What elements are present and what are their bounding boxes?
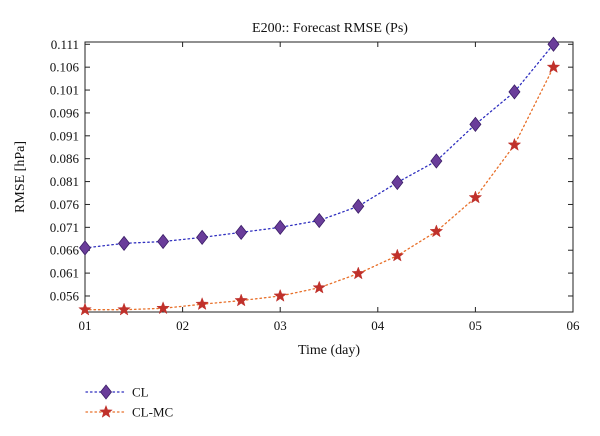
series-1-point bbox=[273, 288, 288, 302]
series-0-point bbox=[352, 198, 365, 214]
series-1-point bbox=[468, 190, 483, 204]
y-tick-label: 0.091 bbox=[50, 128, 79, 143]
y-axis-ticks: 0.056 0.061 0.066 0.071 0.076 0.081 0.086 0.091… bbox=[50, 37, 573, 303]
series-0-point bbox=[391, 174, 404, 191]
series-0-point bbox=[157, 233, 170, 250]
x-tick-label: 01 bbox=[79, 318, 92, 333]
y-tick-label: 0.101 bbox=[50, 83, 79, 98]
plot-frame bbox=[84, 41, 574, 313]
series-1-point bbox=[390, 248, 405, 262]
y-tick-label: 0.086 bbox=[50, 151, 80, 166]
series-1-point bbox=[117, 302, 131, 316]
legend-marker-0 bbox=[99, 384, 113, 400]
series-0-point bbox=[313, 212, 326, 229]
y-tick-label: 0.061 bbox=[50, 266, 79, 281]
x-tick-label: 06 bbox=[567, 318, 581, 333]
y-tick-label: 0.056 bbox=[50, 288, 80, 303]
x-axis-ticks: 01 02 03 04 05 06 bbox=[79, 42, 581, 333]
plot-area bbox=[84, 41, 574, 313]
y-tick-label: 0.066 bbox=[50, 243, 80, 258]
y-axis-label: RMSE [hPa] bbox=[13, 141, 28, 213]
series-layer bbox=[78, 36, 561, 316]
series-0-point bbox=[430, 153, 443, 169]
series-1-point bbox=[234, 293, 249, 307]
legend: CL CL-MC bbox=[85, 384, 173, 420]
series-0-point bbox=[118, 235, 131, 252]
y-tick-label: 0.106 bbox=[50, 60, 80, 75]
x-tick-label: 02 bbox=[176, 318, 189, 333]
series-0-point bbox=[196, 229, 209, 246]
x-tick-label: 05 bbox=[469, 318, 482, 333]
chart-title: E200:: Forecast RMSE (Ps) bbox=[252, 21, 408, 36]
series-line-1 bbox=[84, 66, 555, 311]
series-1-point bbox=[156, 301, 170, 315]
y-tick-label: 0.081 bbox=[50, 174, 79, 189]
series-0-point bbox=[274, 219, 287, 235]
series-1-point bbox=[507, 137, 522, 151]
series-0-point bbox=[469, 116, 482, 133]
y-tick-label: 0.096 bbox=[50, 105, 80, 120]
legend-label-0: CL bbox=[132, 385, 149, 400]
series-1-point bbox=[429, 224, 444, 238]
series-0-point bbox=[508, 84, 521, 100]
series-0-point bbox=[235, 224, 248, 241]
x-axis-label: Time (day) bbox=[298, 343, 360, 358]
series-1-point bbox=[351, 266, 366, 280]
y-tick-label: 0.076 bbox=[50, 197, 80, 212]
series-1-point bbox=[312, 280, 327, 294]
legend-marker-1 bbox=[99, 404, 113, 418]
y-tick-label: 0.071 bbox=[50, 220, 79, 235]
series-1-point bbox=[78, 302, 92, 316]
x-tick-label: 03 bbox=[274, 318, 287, 333]
series-1-point bbox=[195, 296, 209, 311]
series-1-point bbox=[546, 59, 561, 74]
legend-label-1: CL-MC bbox=[132, 405, 173, 420]
x-tick-label: 04 bbox=[371, 318, 385, 333]
series-0-point bbox=[78, 240, 92, 256]
y-tick-label: 0.111 bbox=[51, 37, 79, 52]
series-0-point bbox=[547, 36, 560, 52]
